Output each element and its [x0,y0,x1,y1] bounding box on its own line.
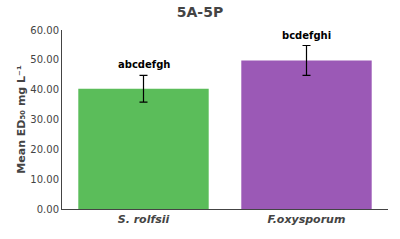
svg-text:30.00: 30.00 [30,114,59,125]
svg-text:5A-5P: 5A-5P [177,4,223,20]
svg-text:abcdefgh: abcdefgh [118,59,170,70]
svg-text:50.00: 50.00 [30,54,59,65]
svg-text:0.00: 0.00 [37,204,59,215]
svg-text:60.00: 60.00 [30,25,59,36]
svg-text:F.oxysporum: F.oxysporum [268,213,346,226]
svg-text:Mean ED₅₀ mg L⁻¹: Mean ED₅₀ mg L⁻¹ [15,65,28,174]
svg-text:20.00: 20.00 [30,144,59,155]
svg-text:10.00: 10.00 [30,174,59,185]
svg-text:40.00: 40.00 [30,84,59,95]
svg-text:S. rolfsii: S. rolfsii [118,213,170,226]
svg-text:bcdefghi: bcdefghi [282,30,331,41]
